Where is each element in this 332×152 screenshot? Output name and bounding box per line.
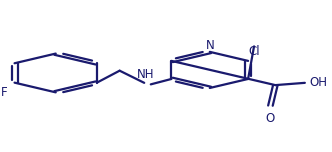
Text: O: O	[266, 112, 275, 126]
Text: OH: OH	[310, 76, 328, 89]
Text: N: N	[206, 39, 214, 52]
Text: NH: NH	[137, 68, 155, 81]
Text: Cl: Cl	[248, 45, 260, 58]
Text: F: F	[1, 86, 8, 99]
